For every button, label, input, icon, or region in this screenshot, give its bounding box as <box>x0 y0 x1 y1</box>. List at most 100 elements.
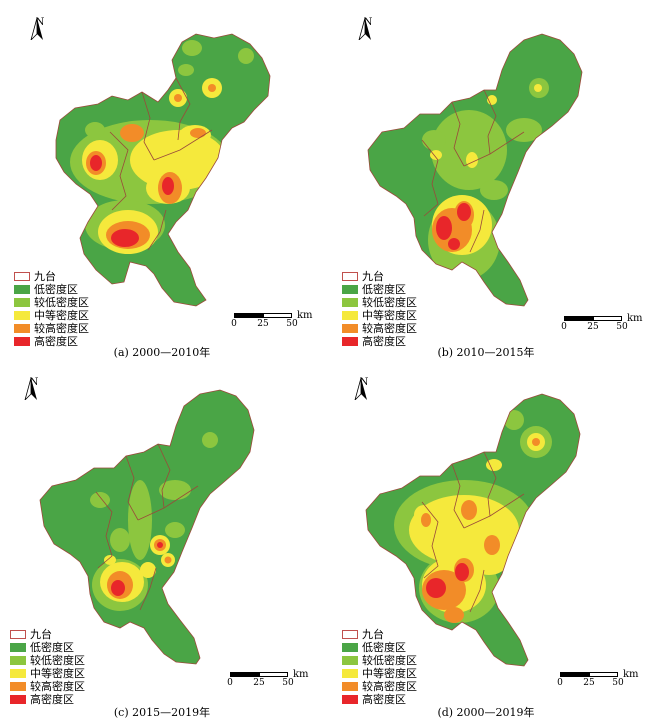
legend-swatch <box>14 311 30 320</box>
scale-bar-d: km 0 25 50 <box>557 669 639 689</box>
legend-swatch <box>14 272 30 281</box>
legend-label: 九台 <box>30 628 52 641</box>
panel-c: N 九台 低密度区 较低密度区 中等密度区 较高密度区 高密度区 km 0 25 50 (c) … <box>0 360 324 720</box>
legend-label: 低密度区 <box>30 641 74 654</box>
legend-label: 低密度区 <box>362 283 406 296</box>
legend-swatch <box>342 298 358 307</box>
north-arrow-a: N <box>30 18 50 40</box>
north-arrow-icon <box>354 378 367 400</box>
legend-item: 低密度区 <box>10 641 85 654</box>
scale-tick-label: 50 <box>612 678 624 688</box>
legend-swatch <box>342 285 358 294</box>
legend-item: 低密度区 <box>14 283 89 296</box>
panel-a: N 九台 低密度区 较低密度区 中等密度区 较高密度区 高密度区 km 0 25 50 (a) … <box>0 0 324 360</box>
legend-swatch <box>342 324 358 333</box>
scale-unit: km <box>623 669 639 680</box>
legend-b: 九台 低密度区 较低密度区 中等密度区 较高密度区 高密度区 <box>342 270 417 348</box>
scale-tick-label: 50 <box>616 322 628 332</box>
panel-d: N 九台 低密度区 较低密度区 中等密度区 较高密度区 高密度区 km 0 25 50 (d) … <box>324 360 648 720</box>
legend-label: 较低密度区 <box>362 296 417 309</box>
scale-tick-label: 25 <box>587 322 599 332</box>
legend-label: 较高密度区 <box>34 322 89 335</box>
legend-swatch <box>14 324 30 333</box>
scale-tick-label: 25 <box>257 319 269 329</box>
legend-swatch <box>10 695 26 704</box>
scale-bar-b: km 0 25 50 <box>561 313 643 333</box>
legend-swatch <box>10 682 26 691</box>
map-c <box>39 389 255 665</box>
legend-label: 较低密度区 <box>34 296 89 309</box>
legend-swatch <box>14 285 30 294</box>
legend-swatch <box>10 669 26 678</box>
legend-swatch <box>14 337 30 346</box>
legend-label: 较高密度区 <box>362 322 417 335</box>
legend-item: 较低密度区 <box>342 296 417 309</box>
legend-label: 高密度区 <box>362 335 406 348</box>
north-arrow-icon <box>30 18 43 40</box>
scale-tick-label: 25 <box>583 678 595 688</box>
legend-swatch <box>342 669 358 678</box>
scale-bar-a: km 0 25 50 <box>231 310 312 330</box>
map-a <box>55 33 271 307</box>
scale-bar-graphic: km <box>560 669 639 680</box>
legend-swatch <box>10 630 26 639</box>
legend-item: 高密度区 <box>342 335 417 348</box>
legend-item: 高密度区 <box>342 693 417 706</box>
legend-label: 九台 <box>362 628 384 641</box>
scale-tick-label: 25 <box>253 678 265 688</box>
legend-a: 九台 低密度区 较低密度区 中等密度区 较高密度区 高密度区 <box>14 270 89 348</box>
legend-label: 高密度区 <box>34 335 78 348</box>
legend-swatch <box>10 643 26 652</box>
scale-bar-c: km 0 25 50 <box>227 669 309 689</box>
legend-item: 九台 <box>14 270 89 283</box>
scale-tick-label: 50 <box>282 678 294 688</box>
map-b <box>367 33 583 307</box>
legend-label: 中等密度区 <box>30 667 85 680</box>
legend-item: 较高密度区 <box>10 680 85 693</box>
legend-item: 中等密度区 <box>10 667 85 680</box>
legend-swatch <box>10 656 26 665</box>
legend-swatch <box>342 695 358 704</box>
legend-swatch <box>342 311 358 320</box>
north-arrow-c: N <box>24 377 44 400</box>
legend-item: 较高密度区 <box>14 322 89 335</box>
scale-tick-label: 0 <box>557 678 563 688</box>
north-arrow-d: N <box>354 377 374 400</box>
legend-swatch <box>342 337 358 346</box>
caption-a: (a) 2000—2010年 <box>113 346 211 359</box>
legend-item: 低密度区 <box>342 283 417 296</box>
north-arrow-b: N <box>358 18 378 40</box>
legend-label: 较低密度区 <box>30 654 85 667</box>
legend-swatch <box>342 682 358 691</box>
legend-label: 较低密度区 <box>362 654 417 667</box>
scale-tick-label: 50 <box>286 319 298 329</box>
scale-unit: km <box>627 313 643 324</box>
caption-b: (b) 2010—2015年 <box>437 346 535 359</box>
legend-label: 低密度区 <box>34 283 78 296</box>
legend-item: 较低密度区 <box>342 654 417 667</box>
legend-label: 中等密度区 <box>34 309 89 322</box>
legend-item: 低密度区 <box>342 641 417 654</box>
scale-tick-label: 0 <box>561 322 567 332</box>
panel-b: N 九台 低密度区 较低密度区 中等密度区 较高密度区 高密度区 km 0 25 50 (b) … <box>324 0 648 360</box>
legend-item: 九台 <box>342 270 417 283</box>
north-label-d: N <box>359 377 369 388</box>
north-label-c: N <box>29 377 39 388</box>
scale-unit: km <box>297 310 313 321</box>
scale-unit: km <box>293 669 309 680</box>
north-arrow-icon <box>358 18 371 40</box>
legend-swatch <box>342 656 358 665</box>
legend-label: 高密度区 <box>362 693 406 706</box>
legend-item: 中等密度区 <box>342 309 417 322</box>
scale-bar-graphic: km <box>564 313 643 324</box>
legend-item: 较低密度区 <box>10 654 85 667</box>
legend-item: 中等密度区 <box>342 667 417 680</box>
legend-item: 九台 <box>10 628 85 641</box>
scale-bar-graphic: km <box>230 669 309 680</box>
legend-label: 低密度区 <box>362 641 406 654</box>
legend-swatch <box>342 643 358 652</box>
legend-label: 较高密度区 <box>362 680 417 693</box>
scale-tick-label: 0 <box>227 678 233 688</box>
caption-c: (c) 2015—2019年 <box>113 706 211 719</box>
legend-item: 中等密度区 <box>14 309 89 322</box>
